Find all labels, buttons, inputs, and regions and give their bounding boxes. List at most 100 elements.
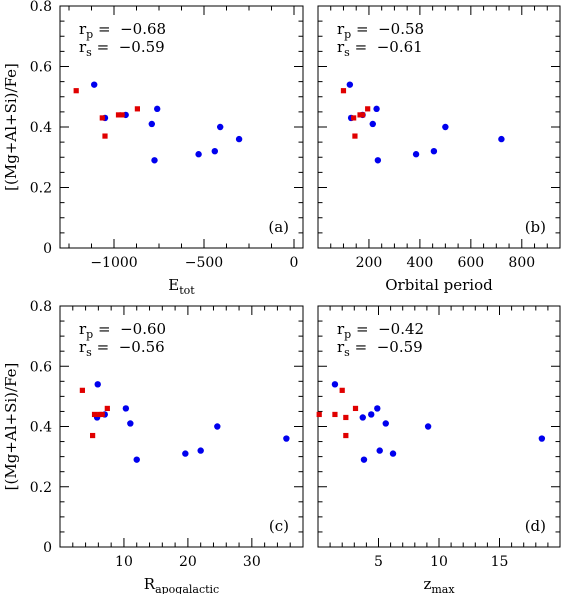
data-point-red (115, 112, 122, 118)
x-tick-label: 10 (430, 554, 448, 570)
x-tick-label: 800 (508, 255, 535, 271)
data-point-blue (91, 81, 98, 88)
stat-value: = −0.68 (93, 20, 166, 38)
data-point-red (316, 411, 322, 418)
data-point-blue (182, 450, 189, 457)
x-tick-label: 0 (290, 255, 299, 271)
data-point-blue (412, 151, 420, 158)
stat-value: = −0.61 (350, 38, 423, 56)
y-tick-label: 0.4 (30, 420, 52, 436)
data-point-red (352, 133, 358, 139)
data-point-blue (151, 157, 158, 164)
data-point-red (104, 405, 110, 412)
stat-value: = −0.60 (93, 320, 166, 338)
stat-symbol: r (79, 320, 87, 338)
data-point-blue (424, 423, 432, 430)
y-tick-label: 0.2 (30, 181, 52, 197)
x-axis-label: Etot (168, 276, 195, 297)
spearman-stat: rs = −0.61 (337, 38, 423, 59)
data-point-blue (538, 435, 546, 442)
x-axis-label-sub: tot (179, 284, 195, 297)
data-point-blue (122, 405, 130, 412)
x-axis-label: zmax (423, 575, 455, 594)
data-point-blue (389, 450, 397, 457)
stat-symbol: r (337, 338, 345, 356)
x-tick-label: 600 (457, 255, 484, 271)
panel-a: 0 0.2 0.4 0.6 0.8 −1000 −500 0 Etot [(Mg+Al+Si)/F… (2, 0, 304, 297)
data-point-blue (211, 148, 218, 155)
pearson-stat: rp = −0.58 (337, 20, 424, 41)
data-point-red (359, 112, 366, 118)
data-point-red (134, 106, 140, 112)
x-axis-label-main: E (168, 276, 179, 294)
data-point-red (91, 411, 98, 418)
stat-subscript: p (344, 28, 351, 41)
stat-subscript: s (86, 46, 92, 59)
data-point-blue (374, 405, 381, 412)
data-point-blue (94, 381, 101, 388)
stat-subscript: p (86, 28, 93, 41)
data-point-red (90, 432, 96, 439)
data-point-red (79, 387, 85, 393)
y-axis-label: [(Mg+Al+Si)/Fe] (2, 63, 20, 191)
y-axis-label: [(Mg+Al+Si)/Fe] (2, 363, 20, 491)
y-tick-label: 0.4 (30, 120, 52, 136)
x-axis-label-main: Orbital period (385, 276, 493, 294)
data-point-blue (283, 435, 290, 442)
data-point-blue (217, 123, 224, 131)
y-tick-label: 0.8 (30, 0, 52, 15)
data-point-blue (331, 381, 339, 388)
stat-value: = −0.56 (92, 338, 165, 356)
x-tick-label: 15 (491, 554, 509, 570)
stat-subscript: p (344, 328, 351, 341)
stat-value: = −0.59 (350, 338, 423, 356)
stat-subscript: p (86, 328, 93, 341)
data-point-red (99, 115, 105, 121)
data-point-blue (369, 120, 376, 128)
x-axis-label: Orbital period (385, 276, 493, 294)
x-tick-label: 400 (407, 255, 434, 271)
data-point-red (351, 115, 357, 121)
data-point-blue (359, 414, 366, 421)
data-point-blue (154, 105, 161, 113)
pearson-stat: rp = −0.60 (79, 320, 166, 341)
spearman-stat: rs = −0.59 (337, 338, 423, 359)
panel-tag: (d) (525, 517, 546, 535)
x-axis-label-main: z (423, 575, 431, 593)
data-point-red (365, 106, 371, 112)
data-point-blue (346, 81, 354, 88)
panel-tag: (a) (268, 218, 289, 236)
data-point-blue (368, 411, 375, 418)
stat-symbol: r (337, 20, 345, 38)
x-axis-label-sub: max (431, 583, 455, 594)
stat-value: = −0.59 (92, 38, 165, 56)
x-tick-label: 30 (243, 554, 261, 570)
data-point-blue (133, 456, 140, 463)
x-axis-label-sub: apogalactic (155, 583, 219, 594)
x-tick-label: 200 (356, 255, 383, 271)
x-tick-label: 20 (179, 554, 197, 570)
stat-symbol: r (79, 20, 87, 38)
stat-subscript: s (86, 346, 92, 359)
data-point-blue (127, 420, 134, 427)
data-point-red (119, 112, 125, 118)
stat-symbol: r (337, 320, 345, 338)
y-tick-label: 0.6 (30, 359, 52, 375)
data-point-blue (235, 135, 243, 143)
data-point-red (99, 411, 105, 418)
stat-symbol: r (79, 38, 87, 56)
data-point-red (340, 88, 347, 94)
data-point-blue (442, 123, 449, 131)
x-tick-label: 5 (374, 554, 383, 570)
data-point-blue (148, 120, 155, 128)
x-tick-label: −1000 (90, 255, 137, 271)
spearman-stat: rs = −0.56 (79, 338, 165, 359)
data-point-blue (373, 105, 380, 113)
data-point-blue (214, 423, 221, 430)
data-point-blue (195, 151, 202, 158)
x-axis-label: Rapogalactic (144, 575, 219, 594)
data-point-red (339, 387, 345, 393)
panel-c: 0 0.2 0.4 0.6 0.8 10 20 30 Rapogalactic [(Mg+Al+S… (2, 299, 304, 594)
